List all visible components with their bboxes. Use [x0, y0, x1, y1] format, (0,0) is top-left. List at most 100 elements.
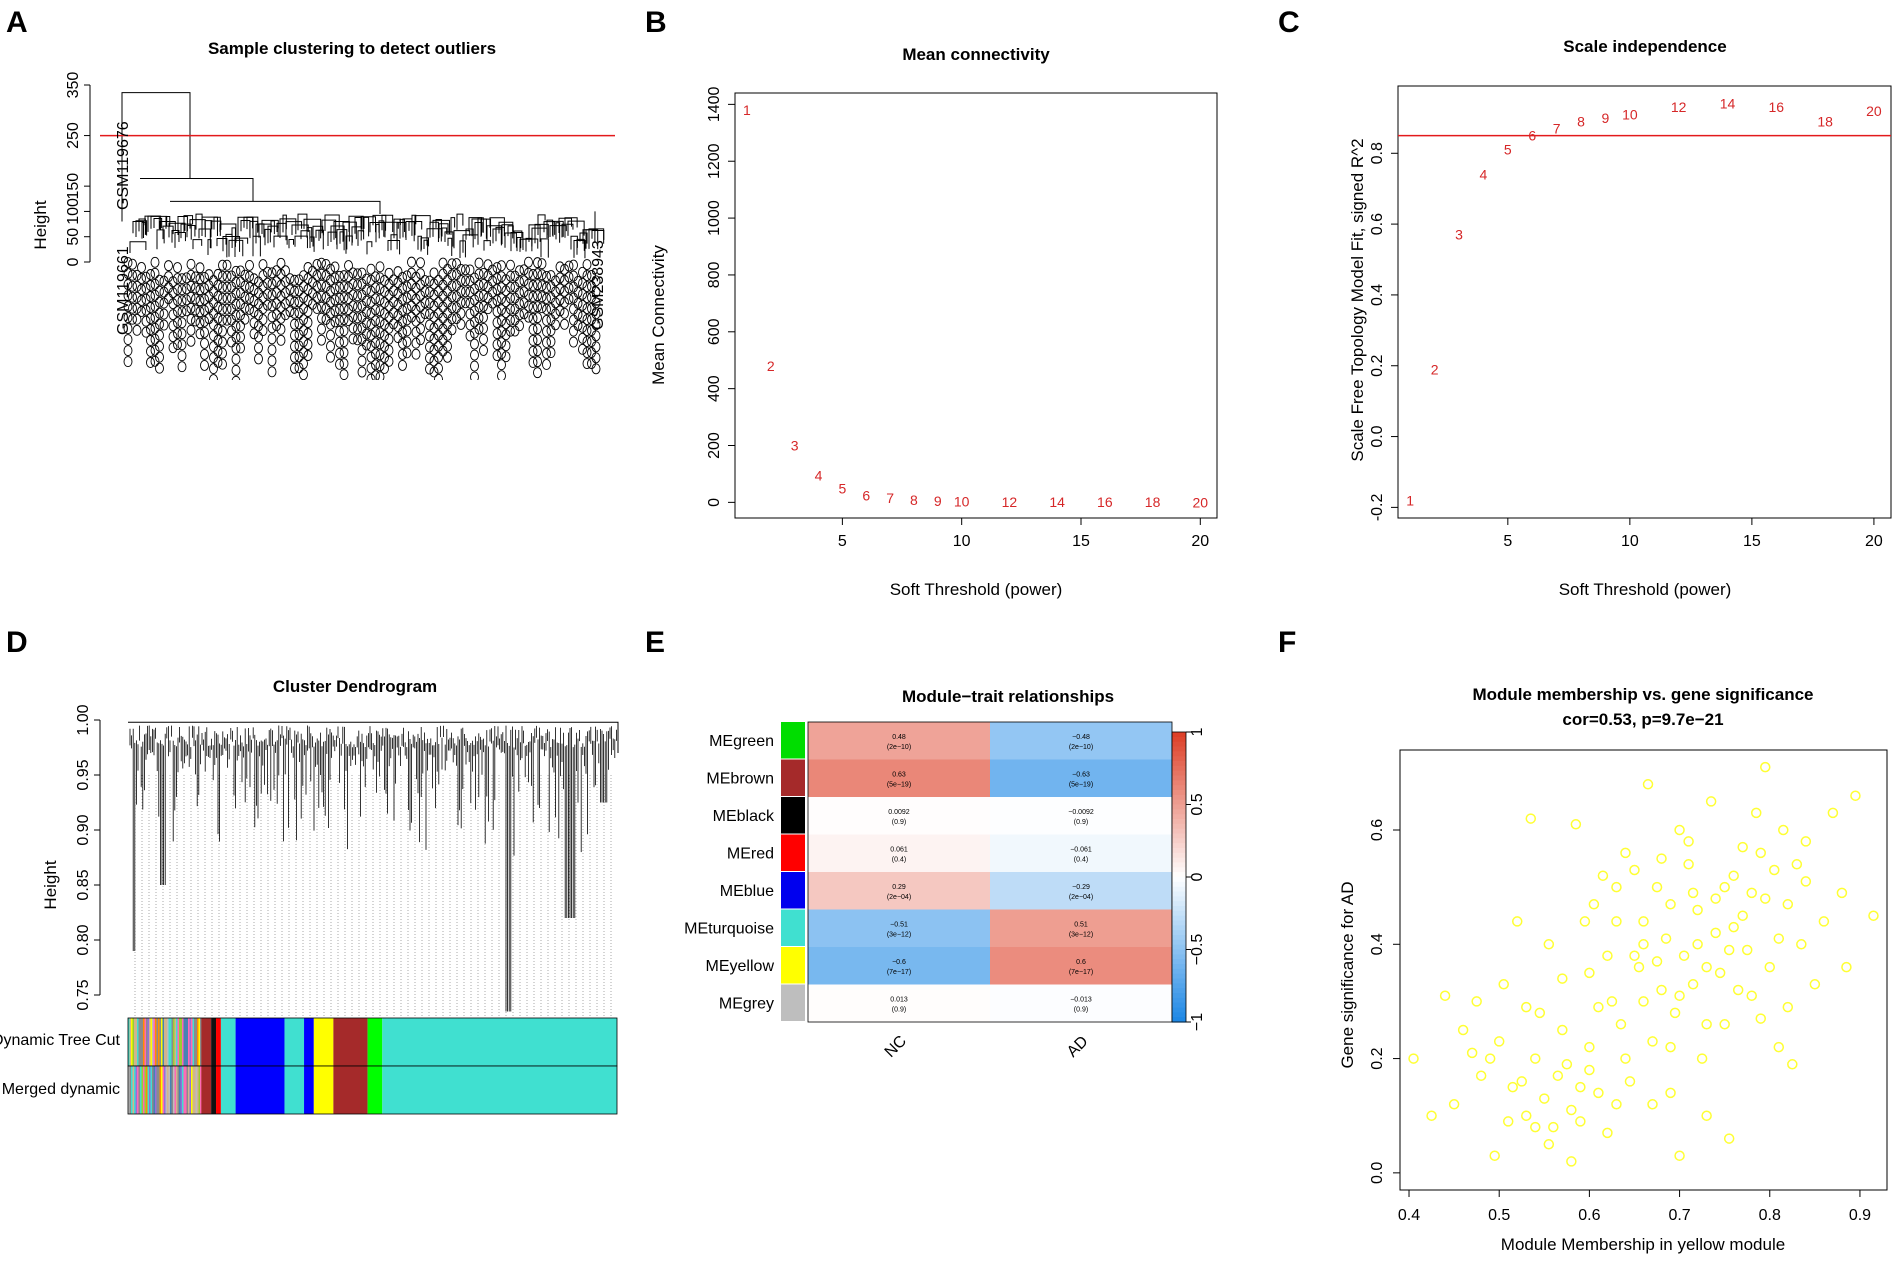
panel-a-leaf-glyph: [474, 312, 484, 324]
panel-a-leaf-glyph: [267, 366, 277, 378]
panel-a-leaf-glyph: [551, 297, 560, 309]
panel-a-leaf-glyph: [366, 285, 376, 297]
panel-f-point: [1651, 881, 1663, 893]
panel-a-branch: [414, 215, 431, 236]
panel-a-leaf-glyph: [402, 325, 412, 337]
panel-a-branch: [522, 238, 539, 251]
panel-b-point-label: 18: [1145, 494, 1161, 510]
panel-d-color-strip: [128, 1066, 130, 1114]
panel-e-colorbar-step: [1172, 968, 1186, 975]
panel-a-leaf-glyph: [294, 285, 304, 297]
panel-a-leaf-glyph: [213, 290, 223, 302]
panel-e-colorbar-step: [1172, 896, 1186, 902]
panel-a-leaf-glyph: [146, 324, 155, 335]
panel-a-leaf-glyph: [591, 330, 601, 342]
panel-e-colorbar-step: [1172, 877, 1186, 883]
panel-a-leaf-glyph: [258, 281, 268, 293]
panel-a-leaf-glyph: [258, 314, 268, 326]
panel-a-branch: [480, 218, 492, 237]
panel-a-leaf-glyph: [159, 275, 169, 287]
panel-a-leaf-glyph: [501, 340, 511, 352]
panel-b-mean-connectivity: B Mean connectivity Soft Threshold (powe…: [645, 6, 1218, 599]
panel-d-color-strip: [161, 1066, 163, 1114]
panel-a-leaf-glyph: [456, 285, 466, 297]
panel-a-leaf-glyph: [560, 296, 569, 308]
panel-a-leaf-glyph: [528, 291, 538, 302]
panel-c-point-label: 20: [1866, 103, 1882, 119]
panel-a-leaf-glyph: [420, 275, 430, 286]
panel-a-leaf-glyph: [146, 346, 155, 357]
panel-a-leaf-glyph: [537, 291, 547, 303]
panel-a-leaf-glyph: [281, 287, 290, 299]
panel-f-point: [1710, 893, 1721, 904]
panel-a-branch: [402, 218, 413, 238]
panel-a-leaf-glyph: [173, 284, 182, 295]
panel-a-leaf-glyph: [254, 353, 263, 365]
panel-f-point: [1773, 933, 1785, 944]
panel-f-point: [1827, 807, 1839, 819]
panel-a-leaf-glyph: [245, 270, 254, 282]
panel-b-point-label: 4: [815, 467, 823, 483]
panel-f-point: [1426, 1110, 1437, 1121]
panel-a-leaf-glyph: [213, 323, 223, 335]
panel-a-leaf-glyph: [479, 300, 488, 312]
panel-e-colorbar-step: [1172, 809, 1186, 815]
panel-a-leaf-glyph: [303, 306, 313, 317]
panel-a-leaf-glyph: [146, 269, 155, 280]
panel-e-cell-value: 0.013: [890, 996, 908, 1003]
panel-a-leaf-glyph: [231, 331, 241, 343]
panel-d-color-strip: [182, 1018, 184, 1066]
panel-a-leaf-glyph: [200, 315, 209, 327]
panel-f-point: [1633, 961, 1645, 973]
panel-a-leaf-glyph: [303, 317, 313, 328]
panel-f-point: [1678, 950, 1690, 961]
panel-f-point: [1530, 1121, 1541, 1133]
panel-a-leaf-glyph: [398, 348, 407, 360]
panel-a-leaf-glyph: [389, 318, 398, 330]
panel-a-leaf-glyph: [123, 279, 133, 291]
panel-a-leaf-glyph: [542, 337, 551, 348]
panel-d-color-strip: [192, 1066, 195, 1114]
panel-f-point: [1647, 1036, 1658, 1047]
panel-a-leaf-glyph: [366, 362, 376, 374]
panel-e-cell: [990, 797, 1172, 835]
panel-a-leaf-glyph: [447, 280, 457, 292]
panel-a-leaf-glyph: [411, 315, 421, 327]
panel-a-leaf-glyph: [200, 348, 209, 360]
panel-a-leaf-glyph: [411, 293, 421, 305]
panel-e-row-color-swatch: [781, 947, 805, 984]
panel-a-branch: [225, 233, 233, 248]
panel-a-leaf-glyph: [407, 256, 416, 268]
panel-d-color-strip: [152, 1018, 154, 1066]
panel-a-leaf-glyph: [375, 294, 385, 306]
panel-a-leaf-glyph: [335, 281, 344, 293]
panel-a-leaf-glyph: [470, 294, 479, 306]
panel-d-color-strip: [138, 1066, 141, 1114]
panel-a-leaf-glyph: [177, 273, 187, 285]
panel-a-leaf-glyph: [519, 308, 529, 320]
panel-b-x-tick-label: 15: [1072, 533, 1090, 550]
panel-a-leaf-glyph: [276, 301, 286, 313]
panel-f-point: [1539, 1093, 1550, 1104]
panel-d-color-strip: [164, 1018, 166, 1066]
panel-f-point: [1521, 1110, 1532, 1121]
panel-a-leaf-glyph: [470, 338, 479, 350]
panel-d-color-strip: [141, 1018, 144, 1066]
panel-a-outlier-label-2: GSM119661: [115, 246, 132, 335]
panel-a-leaf-glyph: [533, 345, 542, 357]
panel-d-color-block: [284, 1018, 305, 1066]
panel-a-leaf-glyph: [456, 263, 466, 275]
panel-f-point: [1575, 1081, 1586, 1093]
panel-e-cell-pvalue: (2e−10): [887, 744, 911, 751]
panel-label-e: E: [645, 626, 665, 659]
panel-f-point: [1701, 1110, 1712, 1121]
panel-a-leaf-glyph: [398, 326, 407, 338]
panel-a-leaf-glyph: [389, 296, 398, 308]
panel-f-point: [1746, 990, 1757, 1001]
panel-a-leaf-glyph: [546, 292, 556, 304]
panel-a-ylabel: Height: [31, 200, 50, 249]
panel-a-leaf-glyph: [537, 258, 547, 270]
panel-a-leaf-glyph: [398, 271, 407, 283]
panel-a-leaf-glyph: [582, 347, 592, 358]
panel-a-leaf-glyph: [591, 319, 601, 331]
